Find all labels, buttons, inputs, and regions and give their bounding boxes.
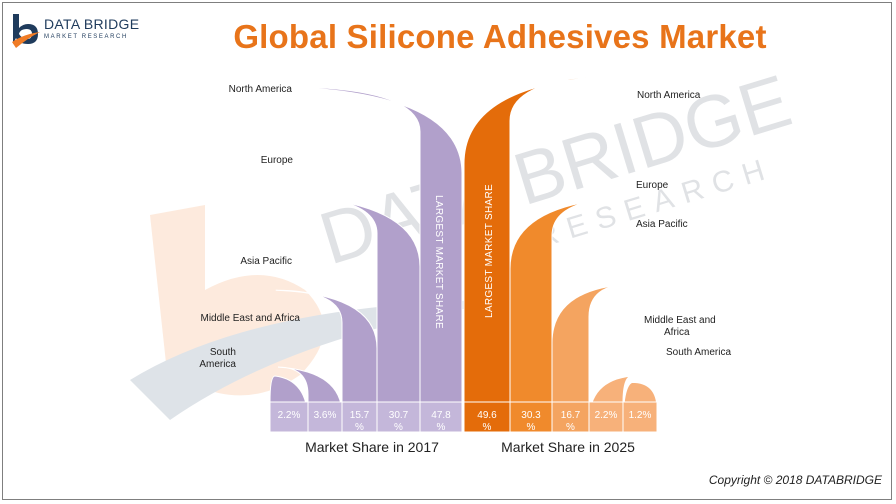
value-label: 3.6% [314, 410, 337, 421]
value-label: 30.7% [389, 410, 409, 433]
bar-right-asia-pacific [551, 283, 633, 403]
region-label: Asia Pacific [240, 256, 292, 267]
series-name-2017: Market Share in 2017 [305, 439, 439, 455]
value-label: 1.2% [629, 410, 652, 421]
bar-left-north-america [274, 85, 463, 403]
region-label: North America [637, 90, 701, 101]
logo-name: DATA BRIDGE [44, 16, 140, 32]
data-bridge-logo-icon [12, 14, 40, 48]
largest-share-label-2017: LARGEST MARKET SHARE [433, 195, 444, 329]
value-cell [376, 401, 421, 433]
value-label: 15.7% [350, 410, 370, 433]
value-cell [622, 401, 658, 433]
value-cell [419, 401, 463, 433]
page-title: Global Silicone Adhesives Market [233, 18, 767, 55]
value-label: 2.2% [278, 410, 301, 421]
value-label: 2.2% [595, 410, 618, 421]
watermark-logo-icon [150, 205, 324, 400]
series-name-2025: Market Share in 2025 [501, 439, 635, 455]
value-label: 47.8% [431, 410, 451, 433]
value-label: 49.6% [477, 410, 497, 433]
series-left: 2.2% 3.6% 15.7 % 30.7 % 47.8 % South America Middl… [199, 84, 463, 433]
region-label: Middle East and Africa [201, 313, 301, 324]
value-cell [551, 401, 590, 433]
data-bridge-logo: DATA BRIDGE MARKET RESEARCH [10, 10, 139, 50]
region-label: Middle East and Africa [644, 315, 716, 338]
region-label: Asia Pacific [636, 219, 688, 230]
bar-left-asia-pacific [275, 289, 378, 403]
region-label: Europe [261, 155, 294, 166]
bar-right-north-america [463, 74, 633, 403]
logo-tagline: MARKET RESEARCH [44, 34, 128, 40]
value-cell [509, 401, 553, 433]
copyright-text: Copyright © 2018 DATABRIDGE [708, 473, 882, 487]
region-label: South America [199, 347, 236, 370]
largest-share-label-2025: LARGEST MARKET SHARE [484, 184, 495, 318]
region-label: North America [229, 84, 293, 95]
value-cell [307, 401, 343, 433]
bar-left-europe [274, 194, 421, 403]
region-label: Europe [636, 180, 669, 191]
value-cell [269, 401, 309, 433]
value-label: 16.7% [561, 410, 581, 433]
bar-right-europe [509, 197, 633, 403]
series-right: 49.6 % 30.3 % 16.7 % 2.2% 1.2% North America Euro… [463, 74, 731, 433]
region-label: South America [666, 347, 731, 358]
watermark-swoosh [130, 300, 520, 420]
value-label: 30.3% [521, 410, 541, 433]
